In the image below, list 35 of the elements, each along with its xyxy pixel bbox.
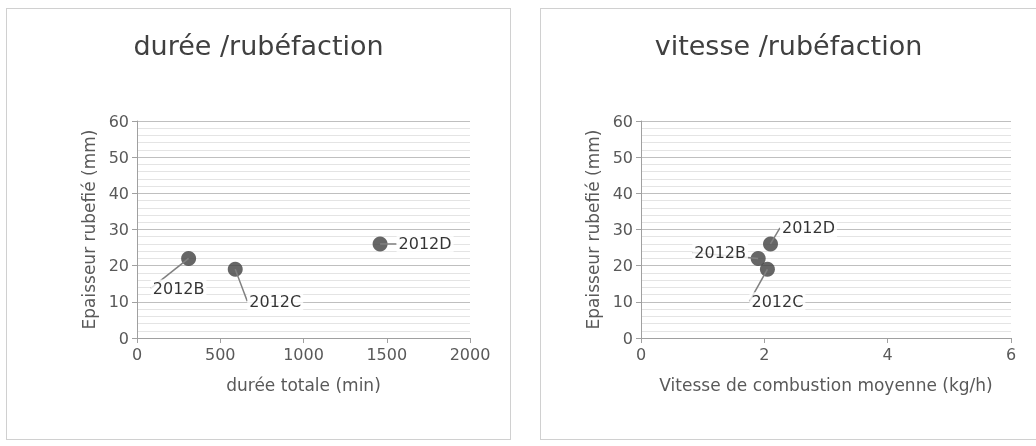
annotation: 2012B [694,242,747,262]
x-tick-label: 6 [1005,344,1017,364]
y-tick-label: 10 [612,292,633,312]
y-tick-label: 40 [108,183,129,203]
x-tick-label: 4 [882,344,893,364]
x-tick-label: 0 [131,344,143,364]
y-tick-label: 50 [108,147,129,167]
x-axis-title: Vitesse de combustion moyenne (kg/h) [659,375,993,395]
annotation: 2012C [249,291,302,311]
y-tick-label: 40 [612,183,633,203]
x-tick-label: 0 [635,344,647,364]
y-tick-label: 20 [612,256,633,276]
x-tick-label: 1000 [283,344,324,364]
y-tick-label: 60 [612,111,633,131]
annotation: 2012D [398,234,452,254]
y-tick-label: 20 [108,256,129,276]
y-tick-label: 50 [612,147,633,167]
x-axis-title: durée totale (min) [226,375,381,395]
x-tick-label: 1500 [366,344,408,364]
y-tick-label: 0 [622,328,633,348]
y-axis-title: Epaisseur rubefié (mm) [583,129,604,330]
annotation: 2012B [152,278,205,298]
x-tick-label: 500 [204,344,236,364]
y-tick-label: 60 [108,111,129,131]
y-tick-label: 30 [108,220,129,239]
y-tick-label: 30 [612,220,633,239]
annotation: 2012D [781,218,836,238]
y-tick-label: 10 [108,292,129,312]
chart-title: vitesse /rubéfaction [654,30,923,61]
annotation: 2012C [751,291,804,311]
y-tick-label: 0 [118,328,129,348]
y-axis-title: Epaisseur rubefié (mm) [79,129,100,330]
x-tick-label: 2 [759,344,770,364]
chart-title: durée /rubéfaction [133,30,384,61]
x-tick-label: 2000 [449,344,491,364]
